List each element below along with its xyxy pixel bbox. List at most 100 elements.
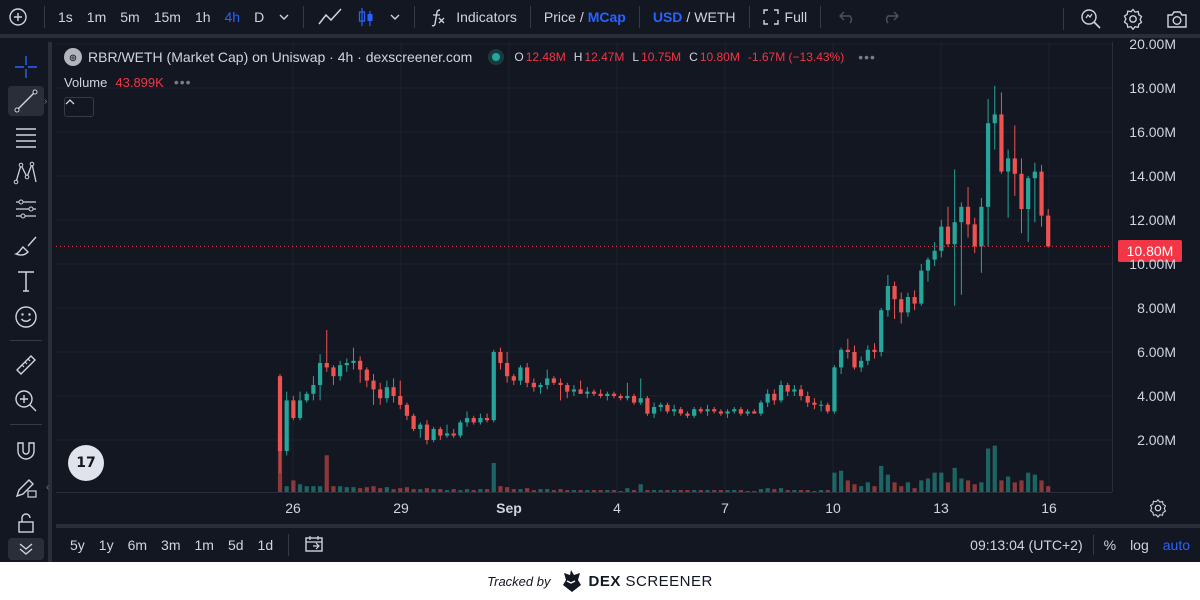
candle-body xyxy=(698,409,703,412)
interval-group: 1s 1m 5m 15m 1h 4h D xyxy=(51,0,271,36)
lock-draw-tool[interactable] xyxy=(8,472,44,502)
candle-body xyxy=(591,391,597,394)
divider xyxy=(10,340,42,341)
calendar-icon xyxy=(305,535,323,552)
time-axis[interactable]: 26 29 Sep 4 7 10 13 16 xyxy=(56,492,1112,522)
chart-settings-button[interactable] xyxy=(1148,498,1168,518)
brush-icon xyxy=(13,236,37,256)
pattern-tool[interactable] xyxy=(8,158,44,188)
percent-scale-toggle[interactable]: % xyxy=(1103,537,1117,553)
add-symbol-button[interactable] xyxy=(0,0,38,36)
volume-bar xyxy=(678,490,683,492)
interval-4h[interactable]: 4h xyxy=(224,9,241,25)
candle-body xyxy=(404,404,410,416)
volume-more-button[interactable]: ••• xyxy=(173,74,192,90)
crosshair-tool[interactable] xyxy=(8,52,44,82)
line-chart-style-button[interactable] xyxy=(310,0,350,36)
brush-tool[interactable] xyxy=(8,230,44,260)
interval-1h[interactable]: 1h xyxy=(194,9,211,25)
ruler-tool[interactable] xyxy=(8,350,44,380)
volume-bar xyxy=(558,489,563,492)
candle-body xyxy=(304,393,309,401)
price-axis-label: 4.00M xyxy=(1137,388,1176,404)
ohlc-open: O 12.48M xyxy=(514,50,566,64)
indicators-button[interactable]: Indicators xyxy=(421,0,524,36)
candle-body xyxy=(859,360,864,368)
candle-body xyxy=(291,400,296,418)
more-tools-button[interactable] xyxy=(8,538,44,560)
undo-button[interactable] xyxy=(827,0,869,36)
price-axis-label: 18.00M xyxy=(1129,80,1176,96)
dexscreener-brand[interactable]: DEX SCREENER xyxy=(588,572,713,590)
candle-body xyxy=(939,226,944,251)
text-tool[interactable] xyxy=(8,266,44,296)
range-1m[interactable]: 1m xyxy=(194,537,214,553)
candle-body xyxy=(491,352,496,421)
lock-tool[interactable] xyxy=(8,508,44,538)
range-5d[interactable]: 5d xyxy=(227,537,244,553)
legend-more-button[interactable]: ••• xyxy=(858,49,876,65)
range-3m[interactable]: 3m xyxy=(161,537,181,553)
interval-1m[interactable]: 1m xyxy=(86,9,107,25)
candle-body xyxy=(972,224,977,247)
chart-style-chevron-icon[interactable] xyxy=(382,0,408,36)
interval-5m[interactable]: 5m xyxy=(120,9,140,25)
zoom-tool[interactable] xyxy=(8,386,44,416)
emoji-tool[interactable] xyxy=(8,302,44,332)
currency-toggle[interactable]: USD / WETH xyxy=(646,0,743,36)
range-1y[interactable]: 1y xyxy=(98,537,114,553)
double-chevron-down-icon xyxy=(19,543,33,555)
candles-chart-style-button[interactable] xyxy=(350,0,382,36)
price-axis[interactable]: 10.80M 20.00M 18.00M 16.00M 14.00M 12.00M 10.… xyxy=(1112,36,1200,492)
volume-bar xyxy=(424,488,430,492)
collapse-toolbar-chevron-icon[interactable]: ‹ xyxy=(46,482,50,493)
log-scale-toggle[interactable]: log xyxy=(1130,537,1149,553)
price-mcap-toggle[interactable]: Price / MCap xyxy=(537,0,633,36)
quick-search-button[interactable] xyxy=(1070,0,1112,38)
candle-body xyxy=(1039,171,1044,216)
interval-1s[interactable]: 1s xyxy=(58,9,73,25)
range-1d[interactable]: 1d xyxy=(257,537,274,553)
volume-bar xyxy=(738,490,744,492)
volume-bar xyxy=(284,486,289,492)
volume-bar xyxy=(972,484,977,492)
volume-bar xyxy=(945,482,951,492)
trend-line-tool[interactable] xyxy=(8,86,44,116)
interval-D[interactable]: D xyxy=(254,9,265,25)
redo-button[interactable] xyxy=(869,0,911,36)
volume-bar xyxy=(725,490,730,492)
range-5y[interactable]: 5y xyxy=(70,537,85,553)
auto-scale-toggle[interactable]: auto xyxy=(1162,537,1190,553)
magnet-tool[interactable] xyxy=(8,436,44,466)
volume-bar xyxy=(999,480,1004,492)
volume-bar xyxy=(785,490,790,492)
volume-bar xyxy=(317,486,323,492)
volume-bar xyxy=(698,490,703,492)
candlestick-chart[interactable] xyxy=(56,42,1112,492)
volume-bar xyxy=(351,487,356,492)
range-6m[interactable]: 6m xyxy=(127,537,148,553)
tool-expand-chevron-icon[interactable]: › xyxy=(44,96,48,107)
candle-body xyxy=(625,396,630,399)
candle-body xyxy=(538,385,543,388)
fullscreen-icon xyxy=(762,9,779,25)
price-axis-label: 8.00M xyxy=(1137,300,1176,316)
time-axis-label: 29 xyxy=(393,500,409,516)
interval-15m[interactable]: 15m xyxy=(153,9,181,25)
candle-body xyxy=(418,424,423,429)
go-to-date-button[interactable] xyxy=(297,535,331,556)
settings-button[interactable] xyxy=(1112,0,1154,38)
tradingview-logo[interactable]: 17 xyxy=(68,445,104,481)
chevron-up-icon xyxy=(65,99,75,105)
range-group: 5y 1y 6m 3m 1m 5d 1d xyxy=(56,537,280,553)
fib-tool[interactable] xyxy=(8,122,44,152)
interval-dropdown-chevron-icon[interactable] xyxy=(271,0,297,36)
projection-tool[interactable] xyxy=(8,194,44,224)
divider xyxy=(529,6,531,28)
fullscreen-button[interactable]: Full xyxy=(756,0,815,36)
candle-body xyxy=(605,393,610,396)
screenshot-button[interactable] xyxy=(1154,0,1200,38)
chart-pane[interactable]: ◎ RBR/WETH (Market Cap) on Uniswap · 4h … xyxy=(56,42,1112,492)
collapse-legend-button[interactable] xyxy=(64,97,94,117)
volume-bar xyxy=(805,490,810,492)
